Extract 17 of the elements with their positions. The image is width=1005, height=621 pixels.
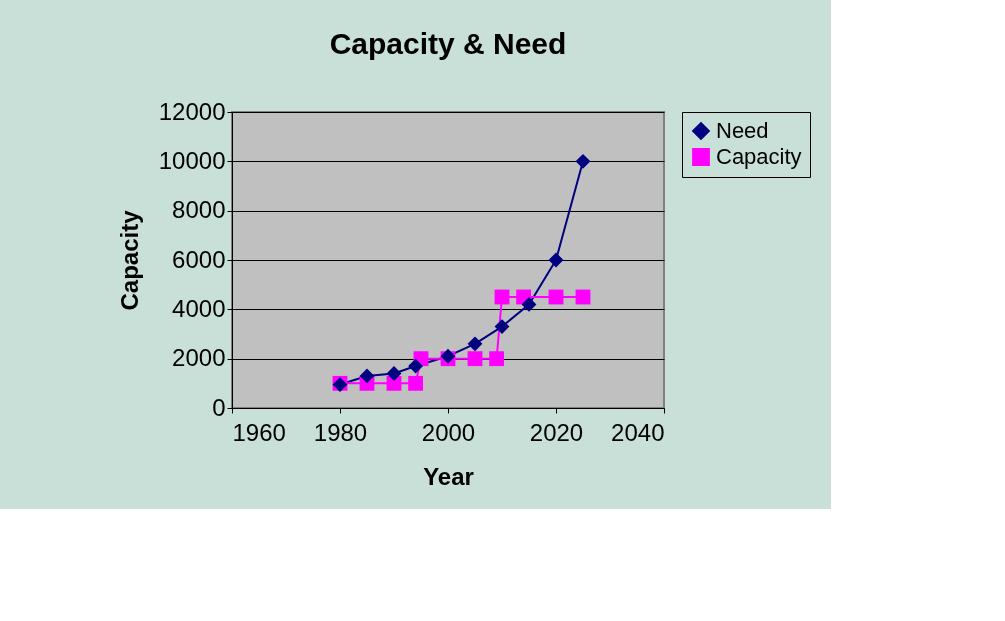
y-tick-label: 0 bbox=[212, 393, 226, 421]
y-tick-label: 8000 bbox=[172, 196, 226, 224]
x-tick-label: 1960 bbox=[232, 418, 286, 446]
x-axis-title: Year bbox=[423, 462, 474, 490]
y-tick-label: 10000 bbox=[158, 146, 226, 174]
y-tick-label: 6000 bbox=[172, 245, 226, 273]
legend-label: Need bbox=[716, 118, 769, 143]
legend-label: Capacity bbox=[716, 144, 802, 169]
x-tick-label: 2000 bbox=[421, 418, 476, 446]
x-tick-label: 2040 bbox=[611, 418, 665, 446]
y-tick-label: 12000 bbox=[158, 97, 226, 125]
x-tick-label: 1980 bbox=[313, 418, 368, 446]
y-axis-title: Capacity bbox=[115, 209, 143, 311]
x-tick-label: 2020 bbox=[529, 418, 584, 446]
y-tick-label: 2000 bbox=[172, 344, 226, 372]
y-tick-label: 4000 bbox=[172, 294, 226, 322]
chart-title: Capacity & Need bbox=[329, 27, 567, 60]
